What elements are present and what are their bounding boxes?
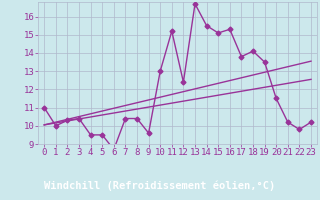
Text: Windchill (Refroidissement éolien,°C): Windchill (Refroidissement éolien,°C) xyxy=(44,181,276,191)
